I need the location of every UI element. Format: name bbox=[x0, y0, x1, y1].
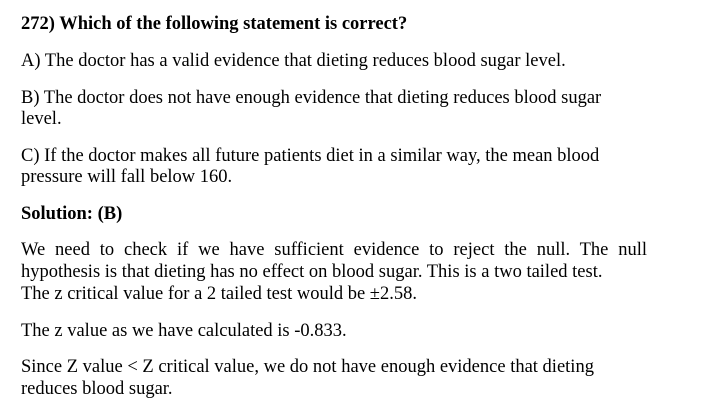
solution-paragraph-3-line-2: reduces blood sugar. bbox=[21, 379, 173, 399]
solution-paragraph-1-line-1: We need to check if we have sufficient e… bbox=[21, 240, 647, 260]
solution-paragraph-1-line-2: hypothesis is that dieting has no effect… bbox=[21, 262, 603, 282]
solution-heading: Solution: (B) bbox=[21, 204, 123, 224]
question-title: 272) Which of the following statement is… bbox=[21, 14, 408, 34]
solution-paragraph-3-line-1: Since Z value < Z critical value, we do … bbox=[21, 357, 594, 377]
option-b-line-1: B) The doctor does not have enough evide… bbox=[21, 88, 602, 108]
solution-paragraph-2: The z value as we have calculated is -0.… bbox=[21, 321, 347, 341]
option-c-line-2: pressure will fall below 160. bbox=[21, 167, 233, 187]
option-b-line-2: level. bbox=[21, 109, 62, 129]
option-c-line-1: C) If the doctor makes all future patien… bbox=[21, 146, 600, 166]
option-a: A) The doctor has a valid evidence that … bbox=[21, 51, 566, 71]
solution-paragraph-1-line-3: The z critical value for a 2 tailed test… bbox=[21, 284, 417, 304]
